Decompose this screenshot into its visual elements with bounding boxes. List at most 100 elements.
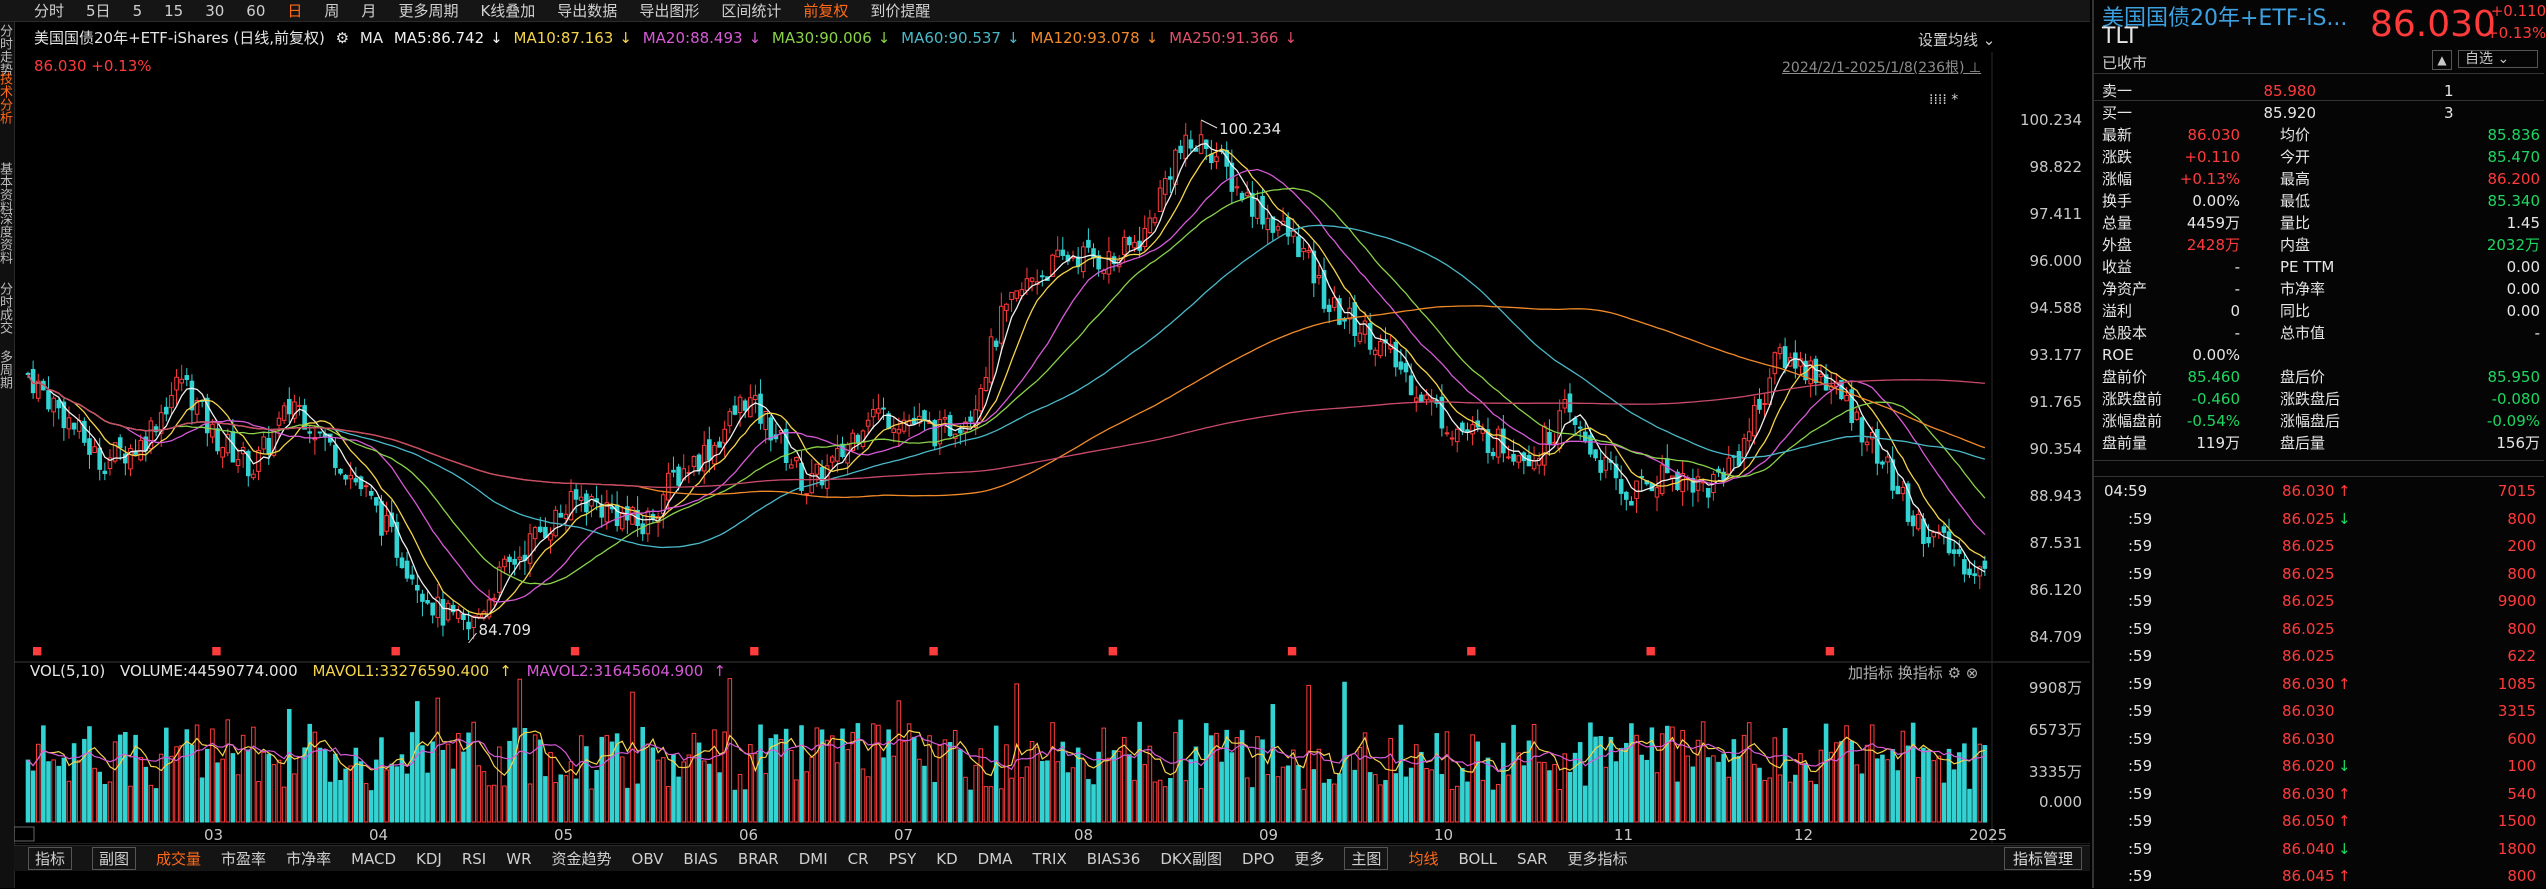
quote-row-value: 0 (2230, 302, 2240, 320)
main-indicator-item[interactable]: SAR (1517, 849, 1548, 868)
toolbar-item[interactable]: 更多周期 (398, 2, 459, 20)
volume-bar (1890, 749, 1895, 823)
indicator-box[interactable]: 副图 (92, 847, 137, 870)
quote-row-label: ROE (2102, 346, 2134, 364)
volume-bar (1316, 748, 1322, 823)
volume-bar (1075, 747, 1081, 823)
indicator-item[interactable]: WR (506, 849, 532, 868)
main-indicator-item[interactable]: 均线 (1408, 850, 1439, 868)
indicator-item[interactable]: 市盈率 (221, 850, 267, 868)
main-indicator-item[interactable]: 更多指标 (1567, 850, 1628, 868)
ma-label[interactable]: MA (359, 29, 384, 47)
indicator-item[interactable]: PSY (888, 849, 917, 868)
indicator-item[interactable]: RSI (461, 849, 487, 868)
current-price: 86.030 (34, 57, 87, 75)
arrow-up-icon: ↑ (2338, 867, 2351, 885)
volume-bar (41, 725, 46, 823)
candle-body (66, 417, 72, 430)
volume-tools-label[interactable]: 加指标 换指标 (1848, 664, 1943, 682)
toolbar-item[interactable]: 60 (246, 1, 266, 20)
main-chart-box[interactable]: 主图 (1344, 847, 1389, 870)
main-indicator-item[interactable]: BOLL (1458, 849, 1498, 868)
set-ma-button[interactable]: 设置均线 ⌄ (1918, 29, 1995, 50)
volume-bar (701, 760, 707, 823)
tick-time: :59 (2128, 839, 2153, 858)
rail-item[interactable]: 技术分析 (0, 72, 12, 124)
candle-body (640, 523, 646, 535)
toolbar-item[interactable]: 15 (164, 1, 184, 20)
candle-body (783, 428, 789, 464)
kline-chart[interactable]: 100.234 98.822 97.411 96.000 94.588 93.177 91.… (14, 22, 2090, 844)
date-range[interactable]: 2024/2/1-2025/1/8(236根) ⊥ (1782, 57, 1981, 77)
indicator-item[interactable]: CR (847, 849, 869, 868)
toolbar-item[interactable]: 30 (205, 1, 225, 20)
toolbar-item[interactable]: 5日 (86, 2, 111, 20)
volume-bar (660, 757, 666, 823)
quote-row-label: 换手 (2102, 192, 2133, 210)
indicator-item[interactable]: BRAR (737, 849, 779, 868)
indicator-item[interactable]: KD (936, 849, 958, 868)
volume-bar (1542, 761, 1547, 823)
toolbar-item[interactable]: 日 (287, 2, 303, 20)
volume-bar (1972, 727, 1977, 823)
candle-body (1086, 239, 1091, 248)
gear-icon[interactable]: ⚙ (335, 29, 350, 47)
indicator-item[interactable]: BIAS (683, 849, 718, 868)
indicator-item[interactable]: 资金趋势 (551, 850, 612, 868)
volume-bar (1152, 781, 1158, 823)
indicator-item[interactable]: BIAS36 (1086, 849, 1141, 868)
tick-volume: 1500 (2497, 812, 2536, 830)
toolbar-item[interactable]: 月 (361, 2, 377, 20)
indicator-item[interactable]: 更多 (1294, 850, 1325, 868)
close-icon[interactable]: ⊗ (1965, 664, 1979, 682)
rail-item[interactable]: 基本资料 (0, 162, 12, 214)
toolbar-item[interactable]: 到价提醒 (870, 2, 931, 20)
rail-item[interactable]: 分时成交 (0, 282, 12, 334)
quote-row-value: - (2234, 280, 2240, 298)
watchlist-select[interactable]: 自选 ⌄ (2458, 50, 2538, 68)
candle-body (1188, 139, 1194, 149)
toolbar-item[interactable]: 5 (132, 1, 143, 20)
ma20-line (27, 168, 1986, 603)
volume-bar (205, 748, 210, 823)
volume-bar (194, 724, 200, 823)
toolbar-item[interactable]: 周 (324, 2, 340, 20)
indicator-item[interactable]: DPO (1242, 849, 1275, 868)
gear-icon[interactable]: ⚙ (1947, 664, 1962, 682)
volume-bar (712, 729, 717, 823)
candle-body (1849, 389, 1854, 424)
date-range-text: 2024/2/1-2025/1/8(236根) (1782, 60, 1965, 76)
indicator-item[interactable]: MACD (351, 849, 397, 868)
rail-item[interactable]: 深度资料 (0, 212, 12, 264)
quote-row-label: 盘前价 (2102, 368, 2148, 386)
volume-bar (860, 768, 866, 823)
candle-body (1060, 249, 1066, 256)
bell-icon[interactable]: ▲ (2432, 50, 2452, 70)
toolbar-item[interactable]: 分时 (34, 2, 65, 20)
candle-body (978, 387, 984, 412)
indicator-item[interactable]: 市净率 (286, 850, 332, 868)
quote-row-value2: 156万 (2496, 434, 2540, 452)
indicator-item[interactable]: DKX副图 (1160, 850, 1222, 868)
indicator-item[interactable]: 成交量 (156, 850, 202, 868)
toolbar-item[interactable]: K线叠加 (480, 2, 536, 20)
volume-bar (604, 735, 610, 823)
volume-bar (717, 772, 722, 823)
toolbar-item[interactable]: 导出图形 (639, 2, 700, 20)
toolbar-item[interactable]: 导出数据 (557, 2, 618, 20)
volume-bar (1516, 752, 1522, 823)
indicator-item[interactable]: OBV (631, 849, 664, 868)
indicator-item[interactable]: DMI (798, 849, 828, 868)
rail-item[interactable]: 多周期 (0, 350, 12, 389)
indicator-item[interactable]: DMA (977, 849, 1013, 868)
rail-item[interactable]: 分时走势 (0, 24, 12, 76)
candle-body (409, 574, 415, 580)
indicator-item[interactable]: TRIX (1032, 849, 1067, 868)
tick-time: :59 (2128, 702, 2153, 720)
toolbar-item[interactable]: 区间统计 (721, 2, 782, 20)
volume-bar (302, 747, 307, 823)
indicator-manage-button[interactable]: 指标管理 (2004, 847, 2083, 870)
indicator-item[interactable]: KDJ (416, 849, 442, 868)
toolbar-item[interactable]: 前复权 (803, 2, 849, 20)
indicator-box[interactable]: 指标 (28, 847, 73, 870)
